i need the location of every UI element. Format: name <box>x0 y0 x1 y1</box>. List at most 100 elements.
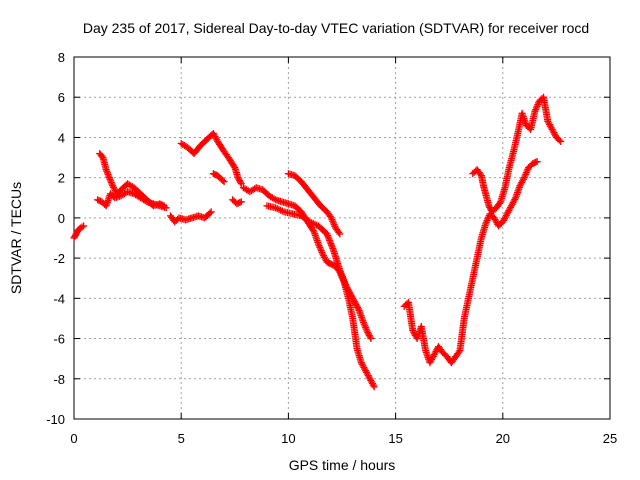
data-point <box>532 104 540 112</box>
data-point <box>366 333 374 341</box>
data-point <box>345 287 353 295</box>
data-point <box>363 327 371 335</box>
data-point <box>482 218 490 226</box>
data-point <box>370 383 378 391</box>
data-point <box>318 248 326 256</box>
data-point <box>485 202 493 210</box>
data-point <box>519 175 527 183</box>
data-point <box>534 101 542 109</box>
data-point <box>520 174 528 182</box>
data-point <box>236 178 244 186</box>
data-point <box>98 152 106 160</box>
data-point <box>335 228 343 236</box>
data-point <box>236 177 244 185</box>
data-point <box>557 137 565 145</box>
data-point <box>206 209 214 217</box>
x-tick-label: 25 <box>603 431 617 446</box>
data-point <box>369 381 377 389</box>
data-point <box>353 302 361 310</box>
data-point <box>522 170 530 178</box>
data-point <box>237 180 245 188</box>
data-point <box>346 290 354 298</box>
grid <box>74 57 610 419</box>
data-point <box>532 158 540 166</box>
x-tick-label: 5 <box>178 431 185 446</box>
data-point <box>234 174 242 182</box>
data-point <box>455 348 463 356</box>
data-point <box>523 167 531 175</box>
data-point <box>309 227 317 235</box>
data-point <box>317 247 325 255</box>
data-point <box>343 284 351 292</box>
data-point <box>533 102 541 110</box>
data-point <box>359 318 367 326</box>
data-point <box>531 107 539 115</box>
data-point <box>327 214 335 222</box>
data-point <box>522 169 530 177</box>
data-point <box>354 305 362 313</box>
data-point <box>160 202 168 210</box>
data-point <box>237 198 245 206</box>
axis-ticks: 0 5 10 15 20 25 -10 -8 -6 -4 -2 0 2 4 6 8 <box>46 50 617 446</box>
y-tick-label: 0 <box>58 211 65 226</box>
data-points <box>70 93 565 391</box>
y-tick-label: 8 <box>58 50 65 65</box>
data-point <box>236 198 244 206</box>
data-point <box>220 178 228 186</box>
data-point <box>336 230 344 238</box>
data-point <box>159 201 167 209</box>
data-point <box>219 176 227 184</box>
data-point <box>532 106 540 114</box>
data-point <box>361 322 369 330</box>
y-tick-label: -2 <box>53 251 65 266</box>
data-point <box>482 220 490 228</box>
data-point <box>349 294 357 302</box>
data-point <box>362 325 370 333</box>
data-point <box>235 175 243 183</box>
data-point <box>521 172 529 180</box>
data-point <box>346 288 354 296</box>
data-point <box>230 162 238 170</box>
data-point <box>476 170 484 178</box>
data-point <box>354 303 362 311</box>
data-point <box>484 215 492 223</box>
data-point <box>365 330 373 338</box>
data-point <box>350 296 358 304</box>
data-point <box>350 297 358 305</box>
data-point <box>78 223 86 231</box>
y-axis-label: SDTVAR / TECUs <box>8 182 24 294</box>
x-tick-label: 20 <box>496 431 510 446</box>
data-point <box>365 332 373 340</box>
plot-frame <box>73 56 611 420</box>
y-tick-label: -4 <box>53 291 65 306</box>
x-tick-label: 0 <box>70 431 77 446</box>
data-point <box>352 300 360 308</box>
data-point <box>329 217 337 225</box>
data-point <box>314 240 322 248</box>
data-point <box>80 222 88 230</box>
data-point <box>362 323 370 331</box>
data-point <box>316 243 324 251</box>
y-tick-label: 2 <box>58 171 65 186</box>
x-axis-label: GPS time / hours <box>289 457 396 473</box>
data-point <box>347 291 355 299</box>
data-point <box>533 158 541 166</box>
data-point <box>344 285 352 293</box>
x-tick-label: 15 <box>388 431 402 446</box>
data-point <box>364 329 372 337</box>
data-point <box>207 208 215 216</box>
data-point <box>367 335 375 343</box>
data-point <box>348 293 356 301</box>
data-point <box>555 136 563 144</box>
data-point <box>328 216 336 224</box>
data-point <box>496 199 504 207</box>
x-tick-label: 10 <box>281 431 295 446</box>
chart-title: Day 235 of 2017, Sidereal Day-to-day VTE… <box>83 20 589 36</box>
data-point <box>511 195 519 203</box>
data-point <box>330 221 338 229</box>
y-tick-label: 6 <box>58 90 65 105</box>
y-tick-label: -8 <box>53 372 65 387</box>
data-point <box>315 242 323 250</box>
y-tick-label: 4 <box>58 130 65 145</box>
